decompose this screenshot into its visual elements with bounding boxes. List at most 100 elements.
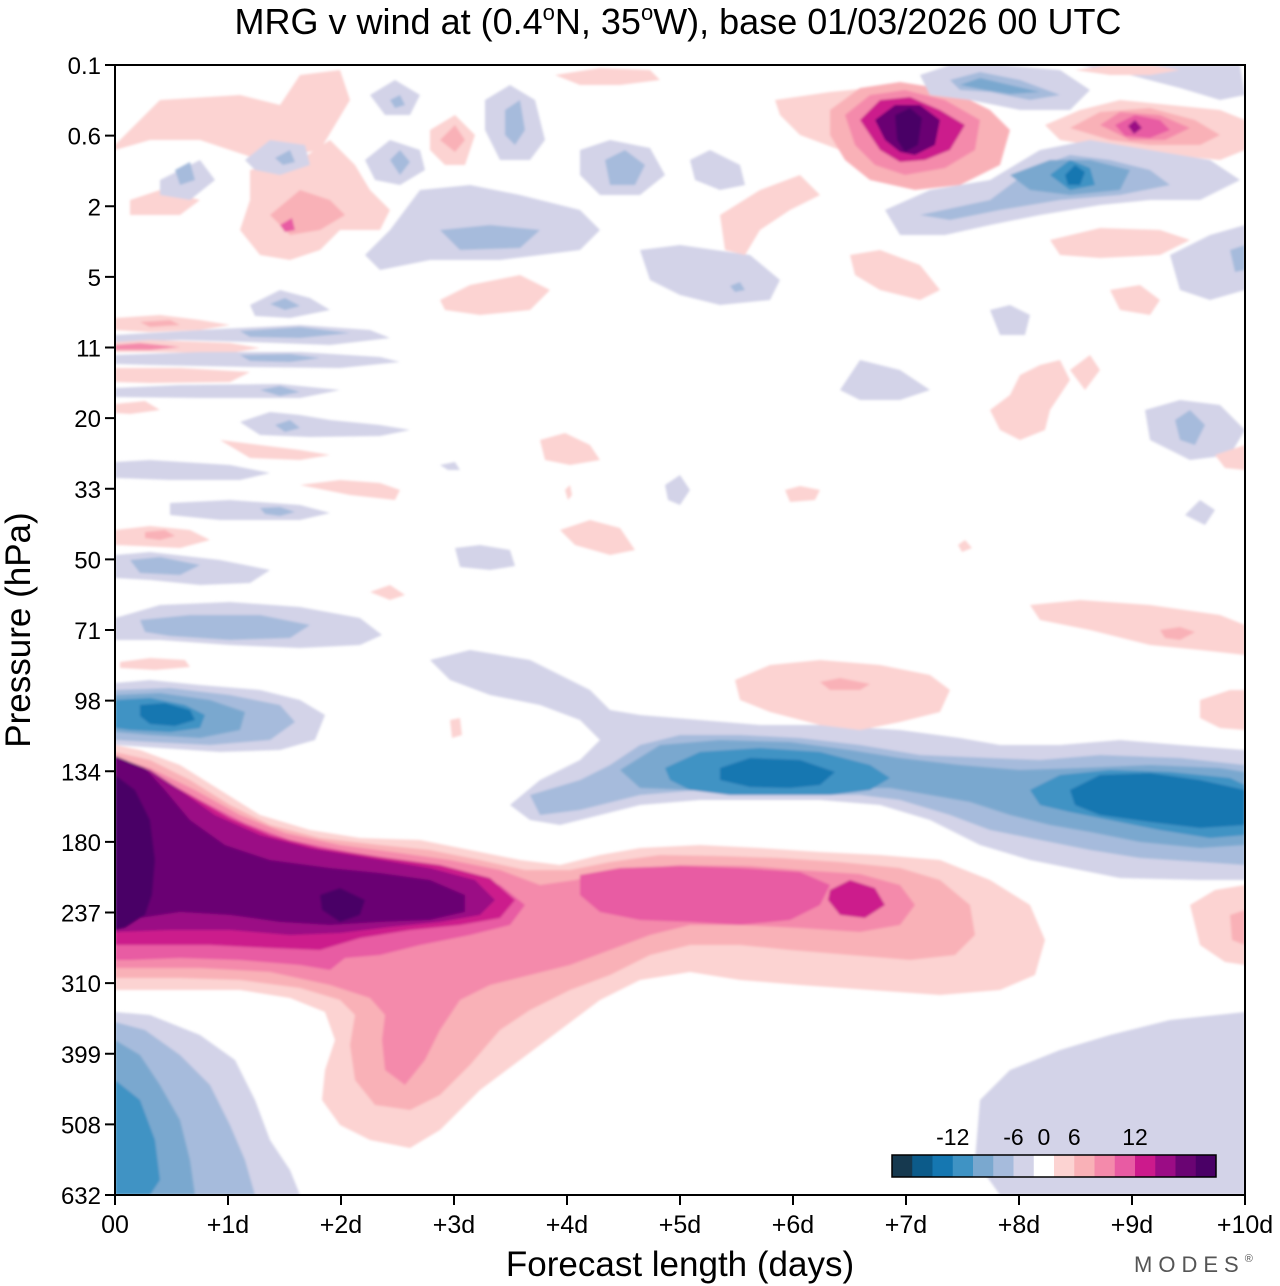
contour-region	[170, 500, 330, 520]
y-tick: 2	[88, 194, 115, 221]
contour-region	[115, 460, 270, 480]
colorbar-swatch	[1175, 1155, 1197, 1177]
contour-region	[1050, 228, 1190, 258]
y-tick: 632	[61, 1183, 115, 1210]
contour-region	[320, 888, 365, 922]
y-tick: 20	[74, 406, 115, 433]
contour-region	[260, 507, 295, 516]
contour-region	[440, 275, 550, 315]
contour-region	[895, 108, 922, 152]
y-tick: 33	[74, 477, 115, 504]
y-tick-label: 632	[61, 1183, 101, 1210]
x-tick-label: +9d	[1111, 1211, 1153, 1239]
colorbar-swatch	[912, 1155, 933, 1177]
contour-region	[220, 440, 330, 460]
colorbar-swatch	[1114, 1155, 1136, 1177]
contour-region	[850, 250, 940, 300]
colorbar-frame	[891, 1154, 1217, 1178]
contour-region	[1230, 910, 1245, 945]
y-axis: 0.1 0.6 2 5 11 20 33 50 71 98 134 180 237 310 399 508 63…	[61, 53, 115, 1210]
x-tick: +4d	[546, 1195, 588, 1239]
colorbar-swatch	[1033, 1155, 1055, 1177]
contour-region	[560, 520, 635, 555]
contour-region	[730, 282, 745, 292]
contour-region	[450, 718, 462, 738]
colorbar: -12 -6 0 6 12	[891, 1124, 1217, 1178]
contour-region	[260, 386, 300, 396]
x-tick-label: +3d	[433, 1211, 475, 1239]
colorbar-tick-label: -6	[1003, 1124, 1023, 1150]
x-tick-label: +4d	[546, 1211, 588, 1239]
y-tick-label: 399	[61, 1042, 101, 1069]
contour-region	[455, 545, 515, 570]
y-tick-label: 20	[74, 406, 101, 433]
x-tick: +7d	[885, 1195, 927, 1239]
colorbar-swatch	[1013, 1155, 1035, 1177]
contour-region	[115, 758, 915, 1085]
contour-region	[540, 433, 600, 465]
x-tick-label: +2d	[320, 1211, 362, 1239]
contour-region	[1175, 410, 1205, 445]
contour-region	[1170, 225, 1245, 300]
contour-region	[1230, 245, 1245, 272]
y-tick: 508	[61, 1112, 115, 1139]
colorbar-swatch	[973, 1155, 994, 1177]
contour-region	[440, 225, 540, 250]
contour-region	[1070, 355, 1100, 390]
contour-region	[1185, 500, 1215, 525]
x-tick-label: +1d	[207, 1211, 249, 1239]
x-axis-label: Forecast length (days)	[506, 1245, 854, 1284]
y-tick-label: 0.1	[68, 53, 101, 80]
colorbar-tick-label: 0	[1037, 1124, 1050, 1150]
y-tick: 5	[88, 265, 115, 292]
contour-region	[990, 305, 1030, 335]
colorbar-tick-label: -12	[936, 1124, 969, 1150]
y-tick-label: 310	[61, 971, 101, 998]
contour-region	[820, 678, 870, 690]
contour-region	[440, 125, 465, 152]
colorbar-swatch	[1054, 1155, 1075, 1177]
y-tick: 50	[74, 547, 115, 574]
x-tick-label: +10d	[1217, 1211, 1273, 1239]
contour-region	[665, 475, 690, 505]
contour-region	[828, 880, 885, 918]
contour-region	[115, 1080, 160, 1195]
y-tick-label: 2	[88, 194, 101, 221]
x-tick-label: 00	[101, 1211, 129, 1239]
contour-region	[240, 327, 350, 338]
colorbar-swatch	[1155, 1155, 1176, 1177]
y-tick-label: 98	[74, 689, 101, 716]
chart-title: MRG v wind at (0.4oN, 35oW), base 01/03/…	[235, 0, 1122, 42]
contour-region	[370, 585, 405, 600]
y-tick: 0.1	[68, 53, 115, 80]
contour-region	[1160, 627, 1195, 640]
contour-region	[115, 775, 155, 930]
contour-region	[720, 175, 820, 255]
x-tick: +1d	[207, 1195, 249, 1239]
x-tick: 00	[101, 1195, 129, 1239]
contour-region	[390, 95, 405, 108]
contour-region	[115, 756, 465, 925]
contour-region	[990, 360, 1070, 440]
x-axis: 00 +1d +2d +3d +4d +5d +6d +7d +8d +9d +10d	[101, 1195, 1273, 1239]
colorbar-swatch	[1135, 1155, 1156, 1177]
x-tick: +9d	[1111, 1195, 1153, 1239]
contour-region	[175, 162, 195, 185]
contour-region	[960, 78, 1040, 94]
contour-region	[115, 343, 180, 350]
y-tick: 0.6	[68, 124, 115, 151]
contour-region	[145, 530, 175, 540]
contour-region	[785, 486, 820, 502]
colorbar-swatch	[1094, 1155, 1116, 1177]
contour-region	[140, 320, 180, 327]
y-tick: 71	[74, 618, 115, 645]
colorbar-swatch	[1195, 1155, 1217, 1177]
contour-region	[580, 866, 830, 925]
contour-region	[275, 150, 295, 165]
modes-logo: MODES®	[1134, 1252, 1259, 1277]
contour-region	[1110, 285, 1160, 315]
contour-region	[555, 68, 660, 85]
y-axis-label: Pressure (hPa)	[0, 512, 38, 747]
colorbar-swatch	[993, 1155, 1014, 1177]
